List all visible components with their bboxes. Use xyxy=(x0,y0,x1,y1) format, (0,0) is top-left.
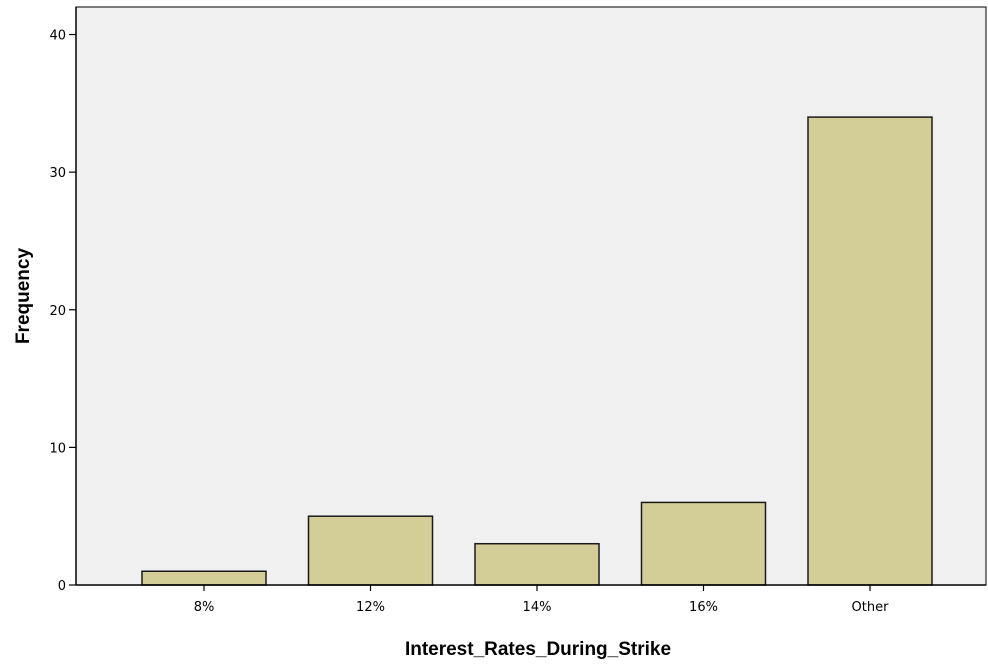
y-tick-label: 10 xyxy=(49,441,66,456)
x-tick-label: 12% xyxy=(356,600,385,615)
bar-8-pct xyxy=(141,570,267,586)
y-tick-label: 40 xyxy=(49,29,66,44)
x-tick-label: 8% xyxy=(194,600,215,615)
x-tick-label: Other xyxy=(852,600,890,615)
y-axis-title: Frequency xyxy=(13,248,34,345)
bar-12-pct xyxy=(307,515,434,586)
bar-14-pct xyxy=(474,542,600,586)
bar-16-pct xyxy=(640,501,767,586)
y-tick-label: 0 xyxy=(58,579,66,594)
bars-group xyxy=(141,116,933,586)
y-tick-label: 20 xyxy=(49,304,66,319)
x-tick-label: 16% xyxy=(689,600,718,615)
x-axis-ticks: 8% 12% 14% 16% Other xyxy=(194,585,889,615)
x-axis-title: Interest_Rates_During_Strike xyxy=(405,639,671,660)
y-axis-ticks: 0 10 20 30 40 xyxy=(49,29,76,594)
y-tick-label: 30 xyxy=(49,166,66,181)
x-tick-label: 14% xyxy=(523,600,552,615)
bar-other xyxy=(807,116,933,586)
